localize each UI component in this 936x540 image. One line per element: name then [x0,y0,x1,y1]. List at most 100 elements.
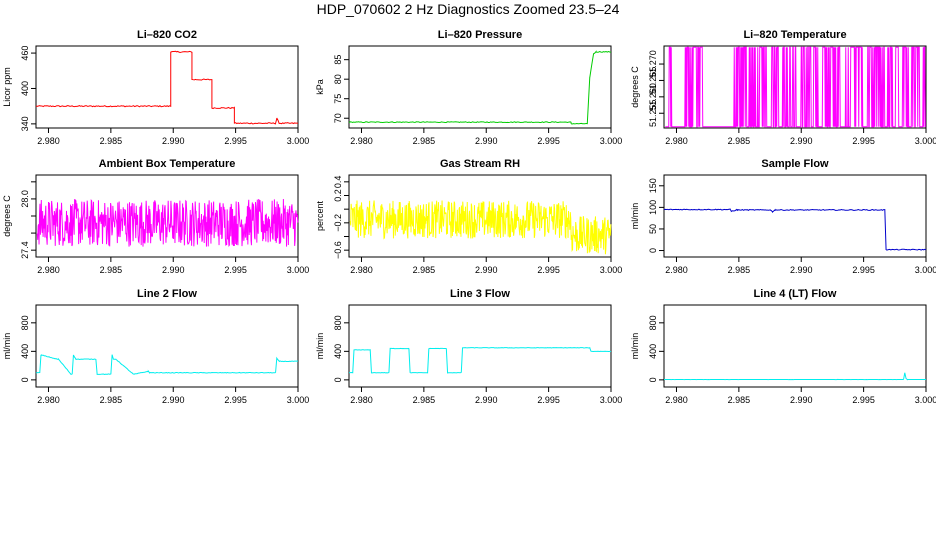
y-tick-label: 400 [333,344,343,359]
x-tick-label: 2.980 [665,395,688,405]
series-line [348,50,612,125]
y-axis-title: degrees C [2,195,12,237]
y-tick-label: 0.2 [333,189,343,202]
y-tick-label: 51.260 [648,83,658,111]
x-tick-label: 3.000 [600,395,623,405]
y-tick-label: 400 [20,81,30,96]
panel-4: Ambient Box Temperature 2.980 2.985 2.990 2.… [2,158,309,275]
y-axis-title: ml/min [315,333,325,360]
y-tick-label: 0 [20,377,30,382]
x-tick-label: 2.990 [790,265,813,275]
y-axis-title: ml/min [630,333,640,360]
y-tick-label: −0.2 [333,214,343,232]
panel-7: Line 2 Flow 2.980 2.985 2.990 2.995 3.000 0 400… [2,288,309,405]
y-tick-label: 28.0 [20,190,30,208]
x-tick-label: 2.985 [100,395,123,405]
y-tick-label: 800 [648,315,658,330]
y-axis-title: kPa [315,79,325,95]
y-tick-label: 70 [333,113,343,123]
x-tick-label: 2.995 [224,395,247,405]
y-tick-label: 340 [20,116,30,131]
x-tick-label: 2.980 [350,136,373,146]
x-tick-label: 2.995 [852,136,875,146]
x-tick-label: 2.985 [413,395,436,405]
x-tick-label: 2.995 [224,265,247,275]
y-tick-label: 0 [333,377,343,382]
panel-2: Li–820 Pressure 2.980 2.985 2.990 2.995 3.000… [315,29,622,146]
panel-5: Gas Stream RH 2.980 2.985 2.990 2.995 3.000 −0… [315,158,622,275]
x-tick-label: 2.995 [852,395,875,405]
x-tick-label: 2.980 [350,265,373,275]
x-tick-label: 2.985 [100,136,123,146]
y-tick-label: 150 [648,178,658,193]
x-tick-label: 2.990 [475,136,498,146]
y-tick-label: 0 [648,248,658,253]
panel-title: Line 2 Flow [137,288,197,300]
x-tick-label: 2.995 [224,136,247,146]
plot-frame [348,174,612,258]
series-line [663,208,927,251]
y-tick-label: 80 [333,74,343,84]
plot-frame [35,45,299,129]
y-tick-label: 27.4 [20,241,30,259]
y-tick-label: 800 [20,315,30,330]
y-axis-title: percent [315,200,325,231]
x-tick-label: 2.990 [475,265,498,275]
panel-3: Li–820 Temperature 2.980 2.985 2.990 2.995 3.… [630,29,936,146]
panel-9: Line 4 (LT) Flow 2.980 2.985 2.990 2.995 3.00… [630,288,936,405]
plot-frame [663,45,927,129]
panel-title: Line 3 Flow [450,288,510,300]
plot-frame [348,45,612,129]
y-tick-label: 100 [648,200,658,215]
x-tick-label: 2.980 [665,265,688,275]
panel-title: Sample Flow [761,158,829,170]
x-tick-label: 2.985 [728,136,751,146]
panel-8: Line 3 Flow 2.980 2.985 2.990 2.995 3.000 0 400… [315,288,622,405]
series-line [663,372,927,381]
y-axis-title: Licor ppm [2,67,12,107]
x-tick-label: 2.995 [537,395,560,405]
series-line [665,46,926,128]
plot-frame [663,304,927,388]
x-tick-label: 2.985 [728,395,751,405]
x-tick-label: 2.990 [790,395,813,405]
panel-title: Li–820 CO2 [137,29,197,41]
y-tick-label: 800 [333,315,343,330]
y-tick-label: 0 [648,377,658,382]
x-tick-label: 3.000 [287,395,310,405]
plot-frame [35,304,299,388]
x-tick-label: 3.000 [600,136,623,146]
y-tick-label: 85 [333,55,343,65]
plot-frame [663,174,927,258]
y-tick-label: 460 [20,46,30,61]
x-tick-label: 3.000 [915,136,936,146]
panel-title: Line 4 (LT) Flow [754,288,837,300]
x-tick-label: 2.990 [475,395,498,405]
y-tick-label: 0.4 [333,176,343,189]
x-tick-label: 2.980 [37,395,60,405]
series-line [349,200,612,255]
y-axis-title: degrees C [630,66,640,108]
x-tick-label: 3.000 [600,265,623,275]
x-tick-label: 3.000 [287,136,310,146]
x-tick-label: 2.995 [537,265,560,275]
x-tick-label: 2.985 [413,265,436,275]
x-tick-label: 2.990 [790,136,813,146]
y-tick-label: 75 [333,94,343,104]
x-tick-label: 2.980 [37,265,60,275]
panel-title: Ambient Box Temperature [99,158,236,170]
y-tick-label: 51.270 [648,50,658,78]
y-axis-title: ml/min [630,203,640,230]
panel-title: Gas Stream RH [440,158,520,170]
series-line [35,354,299,375]
panel-1: Li–820 CO2 2.980 2.985 2.990 2.995 3.000 340 40… [2,29,309,146]
series-line [36,198,299,248]
x-tick-label: 2.985 [413,136,436,146]
series-line [35,50,299,125]
x-tick-label: 2.980 [37,136,60,146]
series-line [348,347,612,374]
x-tick-label: 2.980 [350,395,373,405]
x-tick-label: 2.985 [100,265,123,275]
x-tick-label: 3.000 [287,265,310,275]
x-tick-label: 2.990 [162,395,185,405]
